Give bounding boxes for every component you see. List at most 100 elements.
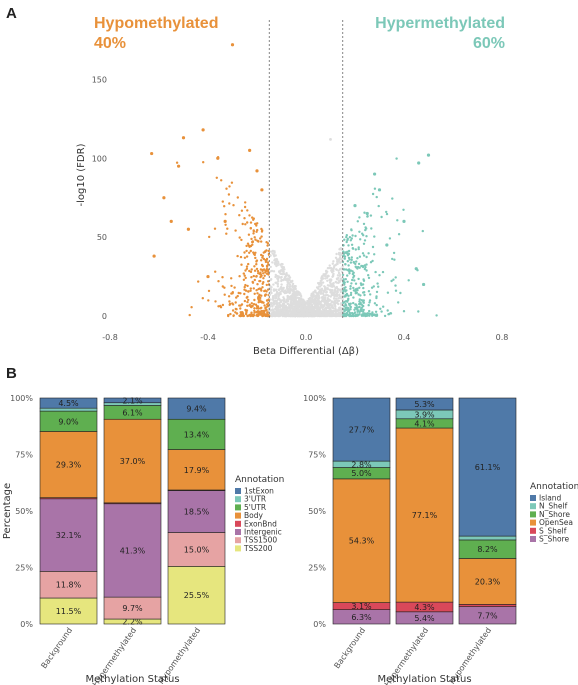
volcano-point [241, 222, 244, 226]
legend-title: Annotation [530, 482, 578, 492]
volcano-point [252, 303, 256, 306]
volcano-point [321, 310, 324, 314]
volcano-point [332, 260, 335, 263]
volcano-point [341, 273, 345, 277]
volcano-point [361, 252, 365, 255]
volcano-point [347, 297, 350, 300]
volcano-point [246, 284, 249, 288]
volcano-point [255, 307, 258, 310]
volcano-point [336, 288, 340, 291]
volcano-point [394, 284, 397, 287]
volcano-point [346, 237, 349, 241]
volcano-point [348, 272, 351, 275]
volcano-point [281, 288, 285, 291]
volcano-point [339, 288, 343, 291]
bar-segment-label: 4.1% [414, 419, 435, 428]
volcano-point [290, 310, 293, 314]
volcano-point [371, 259, 374, 263]
volcano-point [270, 314, 273, 318]
volcano-point [399, 291, 402, 295]
volcano-point [371, 245, 375, 249]
volcano-point [352, 314, 355, 318]
volcano-point [276, 285, 280, 288]
volcano-point [363, 291, 366, 294]
volcano-point [245, 255, 249, 258]
volcano-point [280, 283, 283, 286]
volcano-point-hypomethylated [169, 219, 173, 223]
bar-y-tick: 0% [20, 620, 33, 629]
volcano-point [253, 298, 256, 302]
bar-segment-label: 6.1% [122, 408, 143, 417]
volcano-point [250, 268, 253, 271]
volcano-point [363, 239, 367, 242]
volcano-point [351, 278, 354, 282]
volcano-point [331, 262, 334, 265]
volcano-point [331, 313, 334, 316]
volcano-point [353, 279, 356, 282]
volcano-point [344, 278, 347, 281]
volcano-point [322, 289, 326, 292]
volcano-point [243, 285, 246, 289]
volcano-point-hypermethylated [385, 243, 389, 247]
volcano-point [244, 308, 247, 312]
volcano-point [369, 293, 372, 296]
volcano-point-hypomethylated [150, 151, 154, 156]
bar-y-tick: 75% [308, 451, 326, 460]
volcano-point [340, 260, 343, 263]
volcano-point [269, 265, 272, 269]
volcano-point [326, 309, 330, 313]
volcano-point [309, 297, 312, 300]
volcano-x-axis-label: Beta Differential (Δβ) [253, 346, 359, 357]
bar-segment-label: 77.1% [412, 511, 438, 520]
bar-segment [39, 397, 98, 409]
volcano-point [350, 311, 354, 315]
volcano-point [358, 298, 361, 301]
volcano-point [250, 311, 253, 314]
volcano-point [221, 303, 225, 307]
volcano-point [289, 313, 292, 316]
bar-y-tick: 50% [308, 507, 326, 516]
volcano-point [260, 235, 263, 238]
volcano-point [244, 269, 247, 272]
volcano-point [285, 272, 288, 275]
volcano-point [285, 291, 288, 294]
volcano-points [150, 43, 438, 318]
bar-segment-label: 4.5% [58, 399, 79, 408]
volcano-point [375, 195, 378, 199]
volcano-point [352, 286, 355, 290]
bar-x-axis-label: Methylation Status [377, 674, 471, 685]
volcano-point-hypomethylated [201, 128, 205, 132]
volcano-point [367, 290, 371, 293]
volcano-point [339, 311, 343, 314]
volcano-point [268, 293, 272, 296]
volcano-point [290, 297, 293, 300]
volcano-point [383, 314, 387, 318]
volcano-point [291, 285, 294, 289]
volcano-point [371, 192, 375, 196]
volcano-point [284, 310, 288, 313]
volcano-point [244, 223, 247, 226]
volcano-point [272, 299, 275, 302]
volcano-point [236, 254, 239, 258]
volcano-point [361, 310, 365, 313]
volcano-point [344, 303, 347, 306]
volcano-point [263, 274, 266, 277]
volcano-point [252, 251, 255, 254]
volcano-point [349, 261, 353, 264]
volcano-point [262, 272, 265, 275]
volcano-point [320, 314, 323, 317]
volcano-point-hypermethylated [417, 161, 421, 165]
bar-category-label: Background [39, 626, 74, 670]
volcano-point [228, 202, 231, 205]
legend-label: Intergenic [244, 528, 282, 537]
volcano-point [264, 306, 267, 310]
volcano-point [395, 157, 398, 160]
volcano-point [290, 302, 293, 306]
bar-segment-label: 13.4% [184, 430, 210, 439]
volcano-point [435, 314, 438, 317]
bar-segment [395, 397, 454, 411]
volcano-point [231, 302, 234, 305]
bar-segment-label: 9.0% [58, 417, 79, 426]
volcano-point [326, 297, 329, 300]
volcano-point [322, 294, 326, 297]
